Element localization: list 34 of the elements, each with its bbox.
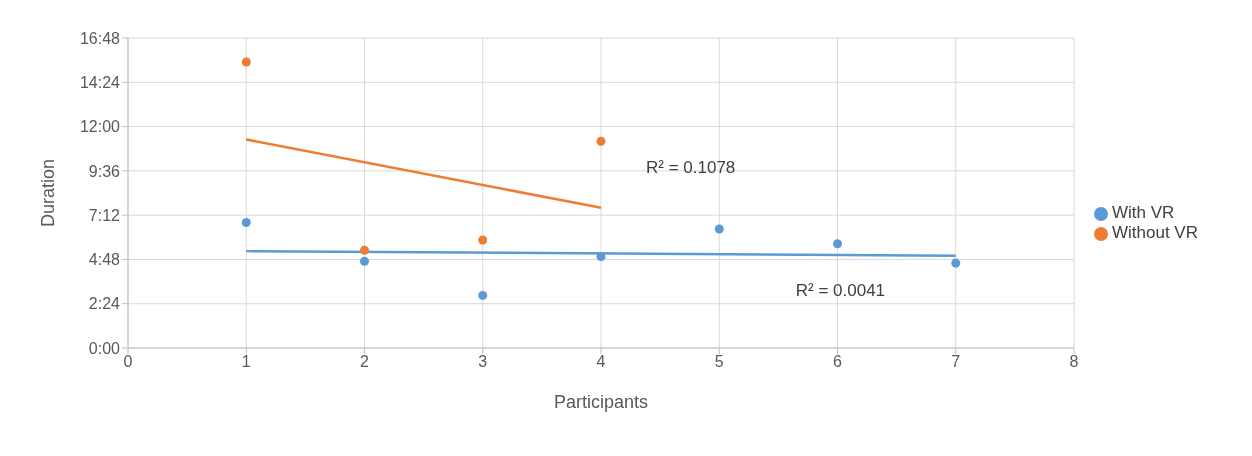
x-tick-label: 4 xyxy=(596,353,606,371)
point xyxy=(596,252,606,262)
point xyxy=(241,218,251,228)
x-tick-label: 0 xyxy=(123,353,133,371)
point xyxy=(359,256,370,266)
x-tick-label: 2 xyxy=(360,353,370,371)
point xyxy=(714,224,724,234)
x-tick-label: 3 xyxy=(478,353,488,371)
y-tick-label: 2:24 xyxy=(88,295,121,313)
y-tick-label: 9:36 xyxy=(88,162,121,180)
point xyxy=(951,258,961,268)
x-tick-label: 6 xyxy=(833,353,843,371)
point xyxy=(359,245,370,255)
x-axis-title: Participants xyxy=(553,392,649,412)
y-tick-label: 12:00 xyxy=(79,118,121,136)
y-axis-title: Duration xyxy=(38,158,59,228)
y-tick-label: 4:48 xyxy=(88,251,121,269)
x-tick-label: 7 xyxy=(951,353,961,371)
y-tick-label: 16:48 xyxy=(79,29,121,47)
point xyxy=(478,290,488,300)
legend-label: With VR xyxy=(1112,203,1175,222)
point xyxy=(833,239,843,249)
annotation: R² = 0.0041 xyxy=(795,280,886,300)
point xyxy=(596,136,606,146)
point xyxy=(241,57,251,67)
x-tick-label: 8 xyxy=(1069,353,1079,371)
y-tick-label: 14:24 xyxy=(79,73,121,91)
y-tick-label: 7:12 xyxy=(88,206,121,224)
y-tick-label: 0:00 xyxy=(88,339,121,357)
annotation: R² = 0.1078 xyxy=(646,157,736,177)
x-tick-label: 1 xyxy=(241,353,251,371)
point xyxy=(478,235,488,245)
legend-label: Without VR xyxy=(1112,223,1198,242)
x-tick-label: 5 xyxy=(714,353,724,371)
